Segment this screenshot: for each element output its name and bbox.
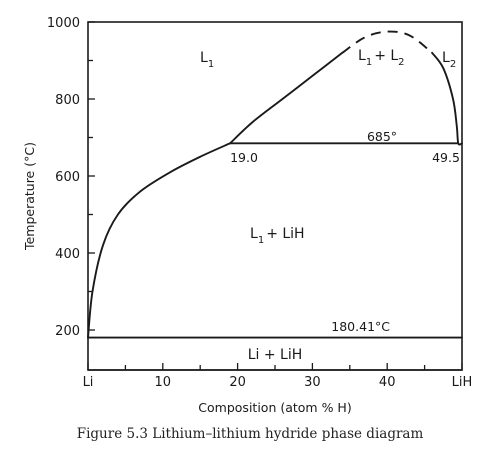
x-tick-label: 10 <box>155 375 172 390</box>
x-tick-label: 30 <box>304 375 321 390</box>
x-axis-title: Composition (atom % H) <box>198 400 351 415</box>
x-tick-label: 40 <box>379 375 396 390</box>
liquidus-li-side-curve <box>87 142 232 339</box>
y-tick-label: 200 <box>55 324 80 339</box>
miscibility-gap-curve <box>229 51 344 145</box>
liquidus-lih-side-curve <box>431 51 463 146</box>
monotectic-left-composition: 19.0 <box>230 150 258 165</box>
region-l2-label: L2 <box>442 50 456 70</box>
monotectic-right-composition: 49.5 <box>432 150 460 165</box>
region-li-lih-label: Li + LiH <box>248 347 303 363</box>
x-tick-label: Li <box>83 375 94 390</box>
x-tick-label: LiH <box>452 375 473 390</box>
figure-caption: Figure 5.3 Lithium–lithium hydride phase… <box>76 426 424 442</box>
monotectic-temp-label: 685° <box>367 129 397 144</box>
region-l1-l2-label: L1 + L2 <box>358 48 405 68</box>
miscibility-gap-dashed-curve <box>341 30 433 54</box>
y-tick-label: 400 <box>55 247 80 262</box>
y-tick-label: 600 <box>55 170 80 185</box>
y-tick-label: 800 <box>55 93 80 108</box>
region-l1-lih-label: L1 + LiH <box>250 226 305 246</box>
x-tick-label: 20 <box>229 375 246 390</box>
x-ticks: Li 10 20 30 40 LiH <box>83 363 473 390</box>
eutectic-temp-label: 180.41°C <box>331 319 390 334</box>
y-axis-title: Temperature (°C) <box>22 142 37 251</box>
y-ticks: 200 400 600 800 1000 <box>47 16 95 339</box>
plot-frame <box>87 21 463 371</box>
y-tick-label: 1000 <box>47 16 80 31</box>
region-l1-label: L1 <box>200 50 214 70</box>
